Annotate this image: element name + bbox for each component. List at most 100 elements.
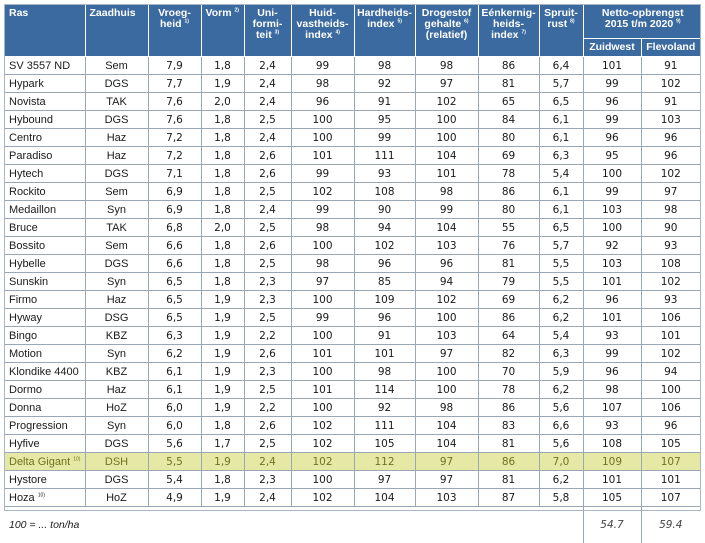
cell-ras: Dormo <box>5 381 85 399</box>
cell-ras: Hypark <box>5 75 85 93</box>
cell-eenkernigheid: 86 <box>478 309 539 327</box>
cell-huidvastheid: 97 <box>291 273 354 291</box>
cell-drogestof: 102 <box>415 291 478 309</box>
cell-zaadhuis: Sem <box>85 183 148 201</box>
cell-huidvastheid: 96 <box>291 93 354 111</box>
cell-hardheid: 92 <box>354 399 415 417</box>
cell-opbrengst-flevoland: 91 <box>641 57 700 75</box>
cell-vroegheid: 6,6 <box>148 237 201 255</box>
cell-opbrengst-flevoland: 97 <box>641 183 700 201</box>
cell-drogestof: 100 <box>415 309 478 327</box>
cell-uniformiteit: 2,4 <box>244 57 291 75</box>
cell-ras: Hystore <box>5 471 85 489</box>
cell-opbrengst-zuidwest: 95 <box>583 147 641 165</box>
cell-hardheid: 91 <box>354 93 415 111</box>
cell-uniformiteit: 2,2 <box>244 399 291 417</box>
cell-drogestof: 103 <box>415 327 478 345</box>
cell-ras: SV 3557 ND <box>5 57 85 75</box>
cell-ras: Klondike 4400 <box>5 363 85 381</box>
footnote-marker: 10) <box>38 492 45 498</box>
cell-opbrengst-flevoland: 102 <box>641 165 700 183</box>
footer-flevoland-value: 59.4 <box>641 507 700 543</box>
cell-vroegheid: 6,5 <box>148 309 201 327</box>
cell-eenkernigheid: 84 <box>478 111 539 129</box>
cell-uniformiteit: 2,3 <box>244 363 291 381</box>
cell-opbrengst-flevoland: 101 <box>641 327 700 345</box>
cell-vroegheid: 7,6 <box>148 111 201 129</box>
cell-huidvastheid: 100 <box>291 237 354 255</box>
cell-spruitrust: 5,7 <box>539 237 583 255</box>
cell-eenkernigheid: 87 <box>478 489 539 507</box>
cell-spruitrust: 5,8 <box>539 489 583 507</box>
cell-hardheid: 93 <box>354 165 415 183</box>
cell-uniformiteit: 2,3 <box>244 471 291 489</box>
cell-eenkernigheid: 80 <box>478 129 539 147</box>
cell-zaadhuis: Syn <box>85 273 148 291</box>
cell-opbrengst-flevoland: 101 <box>641 471 700 489</box>
cell-opbrengst-flevoland: 107 <box>641 453 700 471</box>
cell-opbrengst-flevoland: 96 <box>641 147 700 165</box>
cell-eenkernigheid: 70 <box>478 363 539 381</box>
cell-vorm: 1,9 <box>201 489 244 507</box>
cell-eenkernigheid: 76 <box>478 237 539 255</box>
cell-drogestof: 103 <box>415 237 478 255</box>
cell-ras: Paradiso <box>5 147 85 165</box>
cell-uniformiteit: 2,5 <box>244 435 291 453</box>
cell-opbrengst-flevoland: 98 <box>641 201 700 219</box>
cell-uniformiteit: 2,6 <box>244 417 291 435</box>
cell-uniformiteit: 2,3 <box>244 291 291 309</box>
cell-drogestof: 100 <box>415 129 478 147</box>
cell-opbrengst-zuidwest: 108 <box>583 435 641 453</box>
variety-table: Ras Zaadhuis Vroeg-heid 1) Vorm 2) Uni-f… <box>5 5 700 543</box>
cell-eenkernigheid: 80 <box>478 201 539 219</box>
cell-uniformiteit: 2,4 <box>244 129 291 147</box>
cell-ras: Donna <box>5 399 85 417</box>
cell-huidvastheid: 102 <box>291 453 354 471</box>
cell-drogestof: 103 <box>415 489 478 507</box>
header-ras: Ras <box>5 5 85 57</box>
cell-huidvastheid: 98 <box>291 75 354 93</box>
cell-vorm: 1,9 <box>201 345 244 363</box>
cell-vorm: 2,0 <box>201 219 244 237</box>
cell-ras: Bingo <box>5 327 85 345</box>
cell-zaadhuis: Syn <box>85 345 148 363</box>
cell-spruitrust: 6,5 <box>539 93 583 111</box>
cell-zaadhuis: DGS <box>85 75 148 93</box>
cell-hardheid: 105 <box>354 435 415 453</box>
cell-zaadhuis: Sem <box>85 237 148 255</box>
cell-zaadhuis: Haz <box>85 291 148 309</box>
cell-vroegheid: 7,9 <box>148 57 201 75</box>
cell-huidvastheid: 98 <box>291 255 354 273</box>
cell-opbrengst-zuidwest: 100 <box>583 165 641 183</box>
cell-huidvastheid: 100 <box>291 399 354 417</box>
cell-opbrengst-flevoland: 94 <box>641 363 700 381</box>
cell-spruitrust: 6,5 <box>539 219 583 237</box>
cell-drogestof: 97 <box>415 471 478 489</box>
cell-spruitrust: 5,5 <box>539 273 583 291</box>
cell-vorm: 1,8 <box>201 417 244 435</box>
cell-opbrengst-flevoland: 102 <box>641 273 700 291</box>
cell-zaadhuis: Haz <box>85 147 148 165</box>
cell-opbrengst-zuidwest: 101 <box>583 273 641 291</box>
cell-opbrengst-flevoland: 103 <box>641 111 700 129</box>
cell-uniformiteit: 2,3 <box>244 273 291 291</box>
cell-spruitrust: 5,4 <box>539 165 583 183</box>
header-eenknol: Eénkernig-heids-index 7) <box>478 5 539 57</box>
cell-vorm: 1,9 <box>201 453 244 471</box>
cell-zaadhuis: TAK <box>85 93 148 111</box>
cell-vorm: 1,8 <box>201 165 244 183</box>
footer-row: 100 = ... ton/ha 54.7 59.4 <box>5 507 700 543</box>
cell-uniformiteit: 2,5 <box>244 183 291 201</box>
cell-vroegheid: 7,6 <box>148 93 201 111</box>
cell-eenkernigheid: 86 <box>478 57 539 75</box>
cell-eenkernigheid: 81 <box>478 255 539 273</box>
cell-opbrengst-zuidwest: 93 <box>583 327 641 345</box>
cell-vroegheid: 5,6 <box>148 435 201 453</box>
